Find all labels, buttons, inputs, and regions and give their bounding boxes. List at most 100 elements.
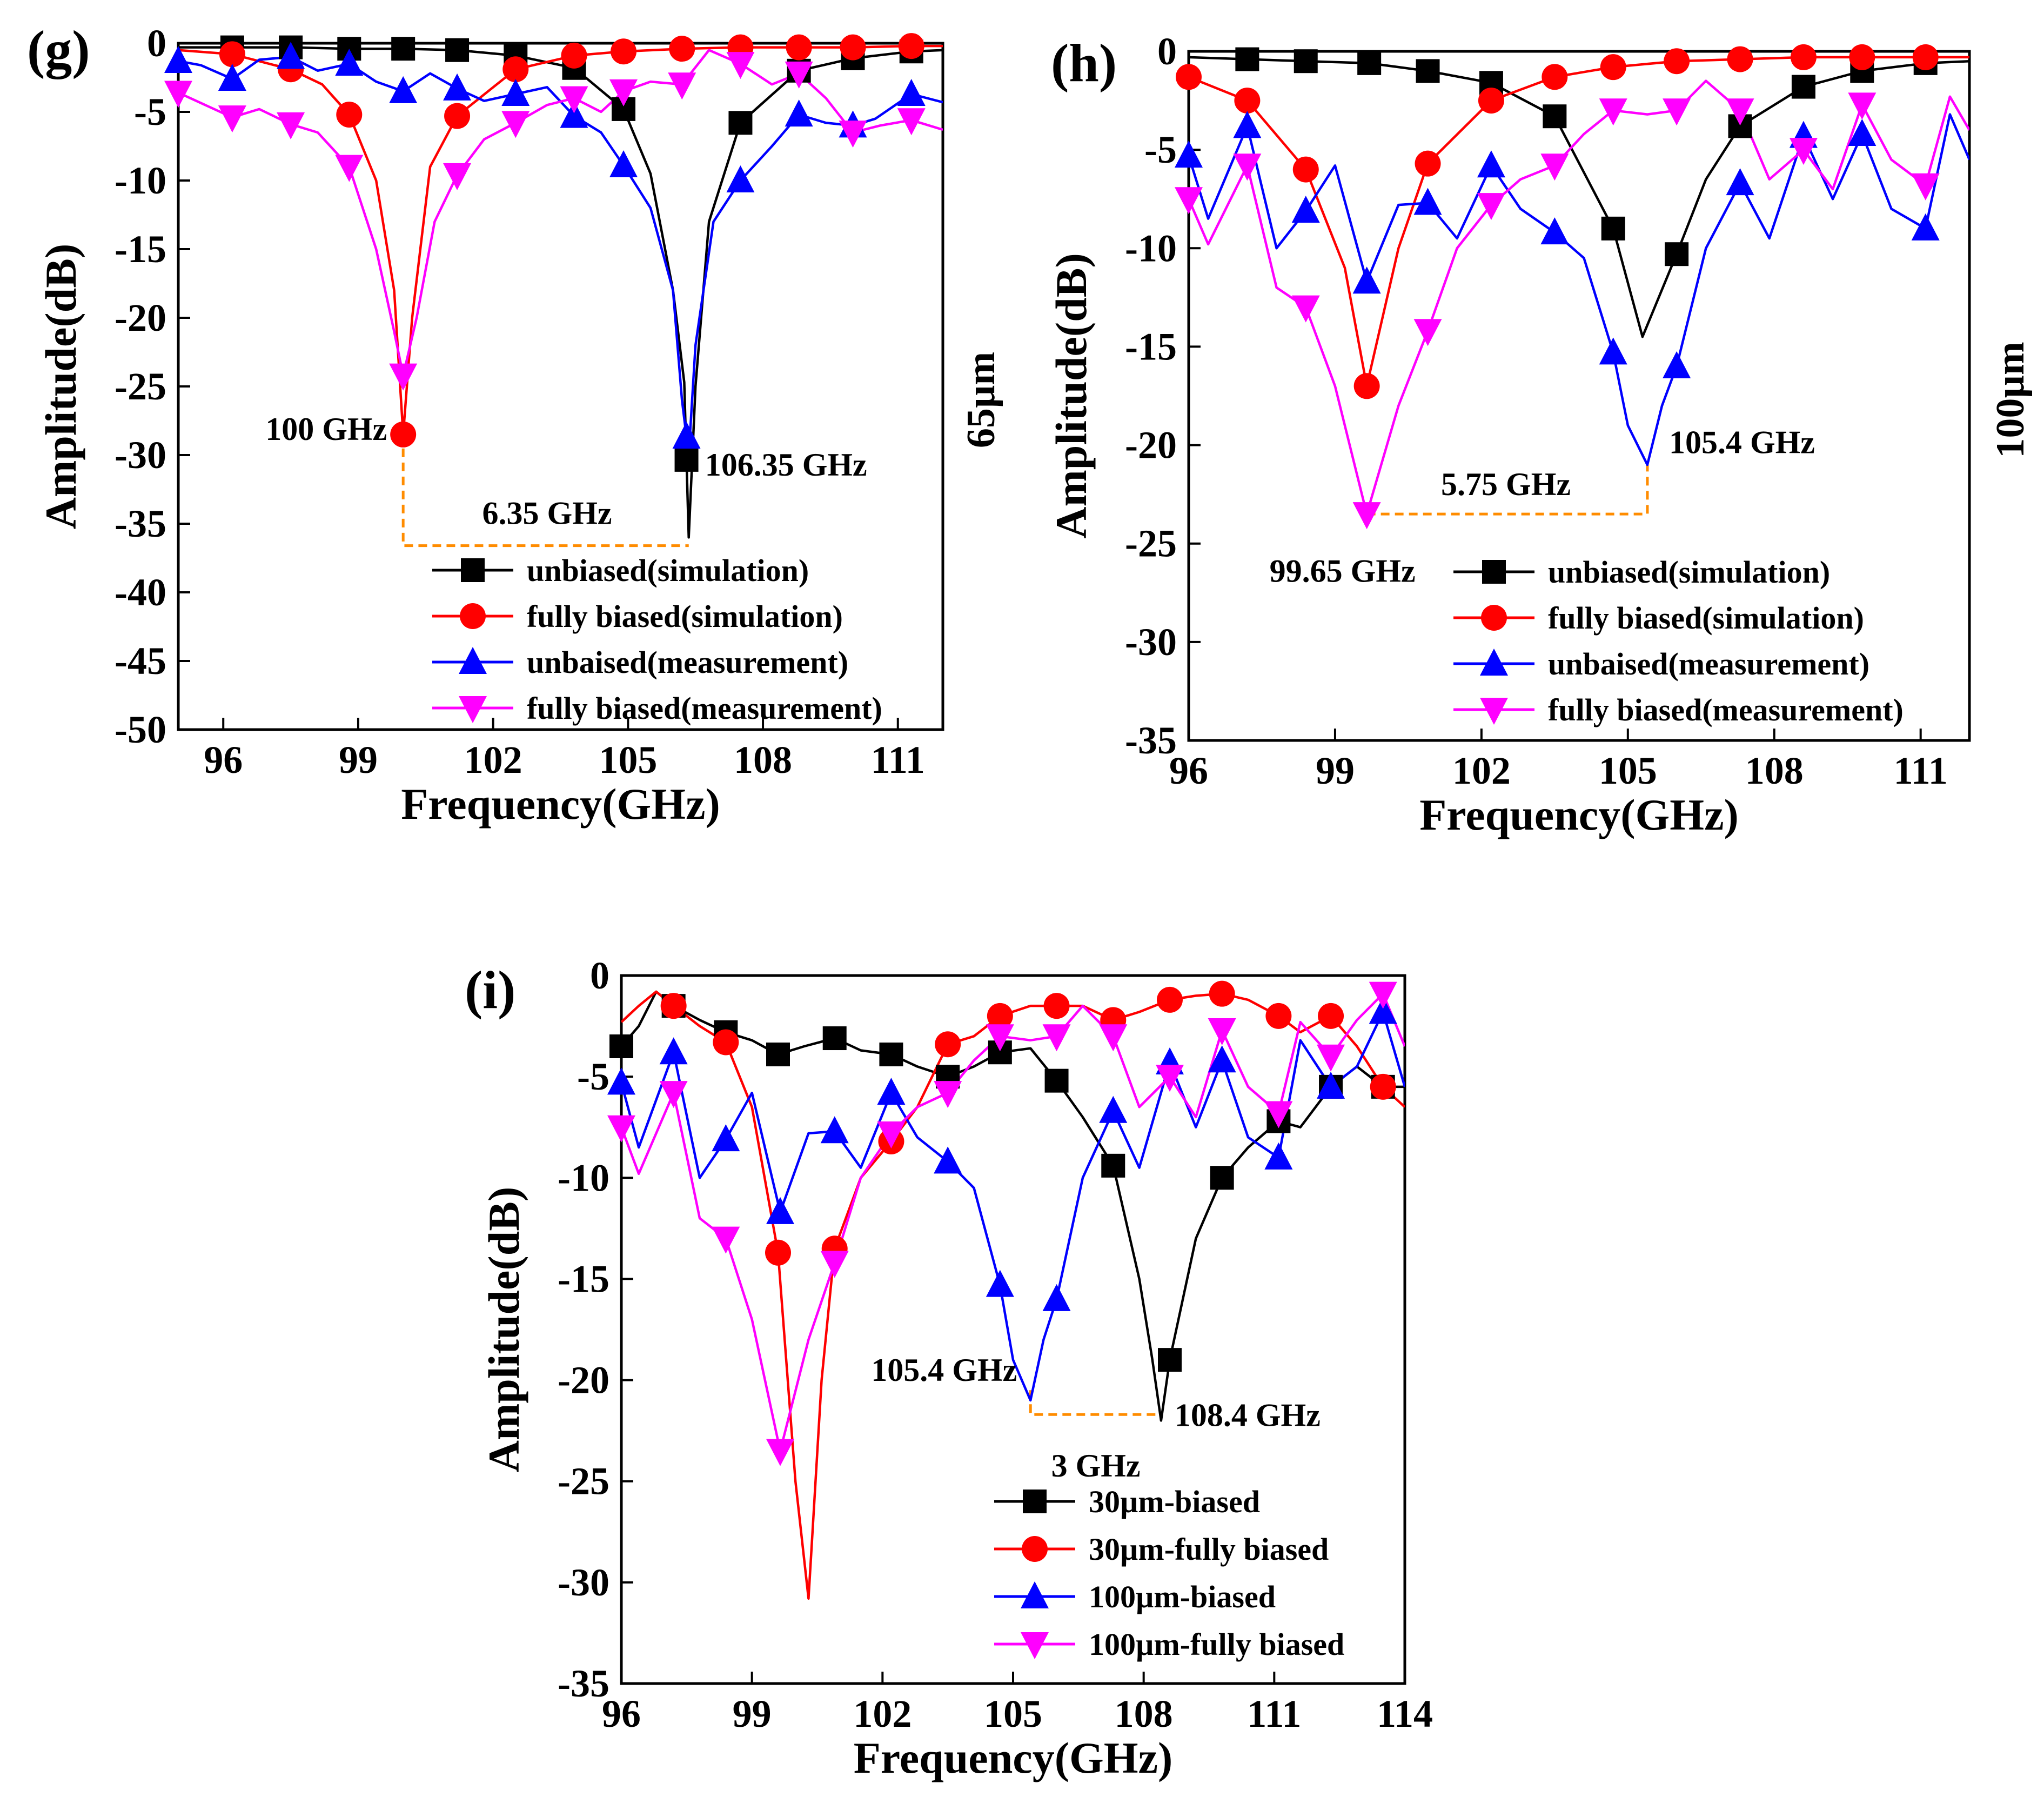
peak-annotation: 106.35 GHz xyxy=(705,447,867,483)
y-tick-label: -25 xyxy=(558,1460,609,1503)
series-2-marker xyxy=(820,1116,849,1144)
series-0-marker xyxy=(609,1034,633,1058)
y-tick-label: -25 xyxy=(115,365,166,408)
series-2-marker xyxy=(164,46,192,74)
peak-annotation: 105.4 GHz xyxy=(871,1352,1017,1388)
peak-annotation: 100 GHz xyxy=(265,411,387,447)
series-2-marker xyxy=(986,1270,1014,1297)
series-2-marker xyxy=(218,64,246,91)
legend-label: unbiased(simulation) xyxy=(1548,555,1830,590)
series-2-marker xyxy=(1726,168,1754,196)
series-3-marker xyxy=(277,112,305,139)
series-3-marker xyxy=(1477,193,1505,221)
x-tick-label: 102 xyxy=(464,738,522,782)
x-tick-label: 108 xyxy=(1745,749,1804,792)
series-1-marker xyxy=(669,36,695,62)
series-2-marker xyxy=(785,99,813,127)
series-2-marker xyxy=(726,165,755,192)
series-2-marker xyxy=(672,422,701,449)
y-tick-label: -10 xyxy=(558,1156,609,1199)
x-tick-label: 99 xyxy=(339,738,378,782)
y-tick-label: 0 xyxy=(147,22,166,65)
panel-label: (i) xyxy=(465,960,515,1020)
series-2-marker xyxy=(897,78,926,106)
x-tick-label: 102 xyxy=(1452,749,1511,792)
series-2-marker xyxy=(1099,1096,1128,1123)
series-1-marker xyxy=(1664,48,1690,75)
series-0-marker xyxy=(728,111,753,135)
legend-label: 30µm-biased xyxy=(1089,1484,1260,1519)
series-3-marker xyxy=(1663,98,1691,126)
series-1-marker xyxy=(1849,44,1875,70)
series-1-marker xyxy=(1790,44,1817,70)
series-3-marker xyxy=(218,105,246,133)
series-3-marker xyxy=(1317,1044,1345,1072)
y-tick-label: -10 xyxy=(115,159,166,202)
x-tick-label: 111 xyxy=(871,738,925,782)
series-0-marker xyxy=(1357,51,1382,75)
series-0-marker xyxy=(1101,1153,1125,1178)
legend-marker xyxy=(1481,605,1507,631)
legend-label: 30µm-fully biased xyxy=(1089,1532,1329,1567)
series-3-marker xyxy=(443,163,472,190)
series-0-marker xyxy=(822,1026,847,1051)
y-tick-label: -35 xyxy=(115,502,166,545)
x-tick-label: 108 xyxy=(1115,1692,1173,1735)
series-line-1 xyxy=(1189,56,1969,388)
series-1-marker xyxy=(1234,88,1261,114)
legend-label: fully biased(measurement) xyxy=(1548,692,1904,727)
series-1-marker xyxy=(1157,986,1183,1013)
series-1-marker xyxy=(1318,1003,1344,1029)
series-3-marker xyxy=(164,81,192,108)
legend-marker xyxy=(1021,1632,1049,1659)
series-3-marker xyxy=(1911,173,1940,201)
legend-marker xyxy=(459,696,487,723)
series-1-marker xyxy=(1912,44,1939,70)
legend-label: 100µm-biased xyxy=(1089,1579,1276,1614)
peak-annotation: 3 GHz xyxy=(1051,1448,1141,1484)
series-0-marker xyxy=(1210,1166,1234,1190)
panel-label: (g) xyxy=(27,19,90,79)
series-2-marker xyxy=(609,150,638,178)
y-tick-label: -5 xyxy=(134,90,166,133)
series-1-marker xyxy=(765,1239,791,1266)
legend-marker xyxy=(1023,1490,1047,1513)
series-line-3 xyxy=(621,992,1405,1452)
series-2-marker xyxy=(1663,351,1691,378)
chart-panel-h: 96 99 102 105 108 111 0 -5 -10 -15 -20 -25 -30 -35 Fre… xyxy=(1047,30,2033,839)
series-line-1 xyxy=(178,44,943,436)
series-1-marker xyxy=(1727,46,1753,72)
series-2-marker xyxy=(659,1037,688,1065)
series-1-marker xyxy=(987,1003,1013,1029)
series-2-marker xyxy=(1233,111,1262,138)
series-1-marker xyxy=(1265,1003,1292,1029)
x-axis-title: Frequency(GHz) xyxy=(401,779,720,829)
series-1-marker xyxy=(1353,373,1380,399)
x-tick-label: 111 xyxy=(1894,749,1948,792)
series-3-marker xyxy=(1848,92,1877,120)
y-tick-label: -30 xyxy=(558,1561,609,1604)
legend: unbiased(simulation) fully biased(simulat… xyxy=(1453,555,1904,727)
series-2-marker xyxy=(1540,217,1569,245)
x-tick-label: 96 xyxy=(204,738,243,782)
series-1-marker xyxy=(1370,1073,1396,1100)
y-tick-label: -20 xyxy=(115,296,166,339)
y-tick-label: -35 xyxy=(558,1662,609,1705)
series-2-marker xyxy=(934,1146,962,1174)
series-2-marker xyxy=(1208,1045,1236,1073)
series-0-marker xyxy=(1665,242,1689,266)
series-3-marker xyxy=(1540,153,1569,181)
series-2-marker xyxy=(607,1067,635,1095)
series-0-marker xyxy=(1294,49,1318,74)
peak-annotation: 105.4 GHz xyxy=(1669,425,1815,460)
series-2-marker xyxy=(1911,213,1940,241)
y-tick-label: -20 xyxy=(1125,424,1177,467)
series-0-marker xyxy=(391,37,415,61)
series-2-marker xyxy=(1291,196,1320,223)
series-2-marker xyxy=(560,101,588,128)
series-1-marker xyxy=(1176,64,1202,90)
legend-label: fully biased(simulation) xyxy=(527,599,843,634)
y-tick-label: -45 xyxy=(115,639,166,683)
series-2-marker xyxy=(712,1124,740,1152)
y-tick-label: -35 xyxy=(1125,719,1177,762)
